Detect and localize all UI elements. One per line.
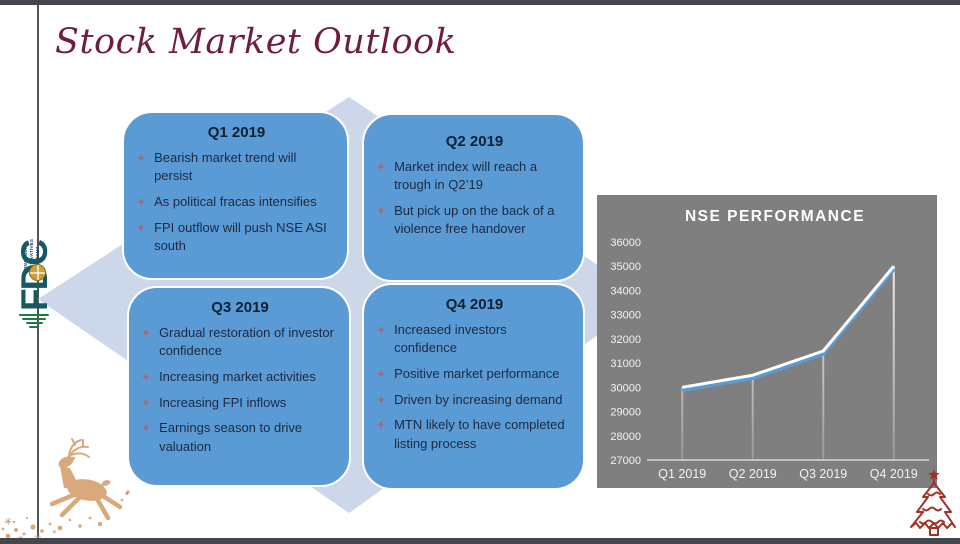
quarter-box-q3-2019: Q3 2019 ✦ Gradual restoration of investor… bbox=[127, 286, 351, 487]
bullet-item: ✦ But pick up on the back of a violence f… bbox=[376, 202, 573, 239]
four-pointed-star-bullet-icon: ✦ bbox=[141, 395, 152, 410]
bullet-text: Increasing market activities bbox=[159, 368, 316, 384]
quarter-box-title: Q4 2019 bbox=[445, 296, 504, 313]
bullet-item: ✦ FPI outflow will push NSE ASI south bbox=[136, 219, 337, 256]
bullet-text: Market index will reach a trough in Q2’1… bbox=[394, 159, 538, 193]
nse-line-shadow bbox=[681, 267, 896, 393]
quarter-bullet-list: ✦ Bearish market trend will persist ✦ As po… bbox=[136, 149, 337, 255]
quarter-box-title: Q1 2019 bbox=[207, 124, 266, 141]
quarter-box-title: Q3 2019 bbox=[211, 299, 269, 316]
tree-star bbox=[928, 469, 940, 480]
y-axis-tick-label: 31000 bbox=[610, 358, 641, 370]
bullet-item: ✦ Positive market performance bbox=[376, 365, 573, 384]
y-axis-tick-label: 35000 bbox=[610, 261, 641, 273]
page-title: Stock Market Outlook bbox=[55, 22, 457, 62]
snow-dots bbox=[1, 490, 130, 539]
y-axis-tick-label: 36000 bbox=[610, 237, 641, 249]
drop-line bbox=[822, 351, 825, 460]
x-axis-category-label: Q3 2019 bbox=[799, 467, 847, 481]
bullet-text: FPI outflow will push NSE ASI south bbox=[154, 219, 327, 253]
christmas-tree-decoration bbox=[905, 468, 960, 540]
x-axis-category-label: Q4 2019 bbox=[870, 467, 918, 481]
drop-line bbox=[892, 266, 895, 460]
bullet-item: ✦ Earnings season to drive valuation bbox=[141, 419, 339, 456]
nse-line bbox=[681, 265, 895, 389]
quarter-bullet-list: ✦ Increased investors confidence ✦ Positive… bbox=[376, 321, 573, 453]
bullet-item: ✦ Increased investors confidence bbox=[376, 321, 573, 358]
bullet-text: Increased investors confidence bbox=[394, 322, 507, 356]
globe-icon bbox=[29, 264, 46, 281]
bullet-text: Bearish market trend will persist bbox=[154, 150, 297, 184]
x-axis-category-label: Q2 2019 bbox=[729, 467, 777, 481]
bullet-item: ✦ MTN likely to have completed listing pr… bbox=[376, 416, 573, 453]
four-pointed-star-bullet-icon: ✦ bbox=[141, 369, 152, 384]
bullet-item: ✦ Market index will reach a trough in Q2’… bbox=[376, 158, 573, 195]
fdc-company-logo: FINANCIAL DERIVATIVES COMPANY FDC bbox=[2, 216, 74, 340]
christmas-tree-icon bbox=[910, 469, 956, 536]
bullet-item: ✦ Increasing market activities bbox=[141, 368, 339, 387]
y-axis-tick-label: 33000 bbox=[610, 310, 641, 322]
bullet-item: ✦ Gradual restoration of investor confide… bbox=[141, 324, 339, 361]
bullet-text: Gradual restoration of investor confiden… bbox=[159, 325, 334, 359]
four-pointed-star-bullet-icon: ✦ bbox=[376, 323, 387, 337]
bullet-text: MTN likely to have completed listing pro… bbox=[394, 417, 565, 451]
y-axis-tick-label: 28000 bbox=[610, 431, 641, 443]
bullet-item: ✦ Increasing FPI inflows bbox=[141, 394, 339, 413]
bullet-text: Earnings season to drive valuation bbox=[159, 420, 303, 454]
y-axis-tick-label: 29000 bbox=[610, 407, 641, 419]
svg-text:✳: ✳ bbox=[52, 529, 57, 536]
four-pointed-star-bullet-icon: ✦ bbox=[136, 220, 147, 235]
nse-performance-chart-svg: NSE PERFORMANCE 27000 28000 29000 30000 31000… bbox=[610, 208, 929, 481]
bottom-border-bar bbox=[0, 538, 960, 544]
four-pointed-star-bullet-icon: ✦ bbox=[376, 366, 387, 381]
four-pointed-star-bullet-icon: ✦ bbox=[376, 418, 387, 433]
four-pointed-star-bullet-icon: ✦ bbox=[376, 160, 387, 174]
y-axis-tick-label: 30000 bbox=[610, 382, 641, 394]
quarter-bullet-list: ✦ Market index will reach a trough in Q2’… bbox=[376, 158, 573, 239]
four-pointed-star-bullet-icon: ✦ bbox=[136, 194, 147, 209]
x-axis-category-label: Q1 2019 bbox=[658, 467, 706, 481]
bullet-item: ✦ Driven by increasing demand bbox=[376, 391, 573, 410]
quarter-bullet-list: ✦ Gradual restoration of investor confide… bbox=[141, 324, 339, 456]
bullet-text: As political fracas intensifies bbox=[154, 193, 317, 209]
y-axis-tick-label: 34000 bbox=[610, 285, 641, 297]
bullet-text: Positive market performance bbox=[394, 365, 560, 381]
y-axis-tick-label: 27000 bbox=[610, 455, 641, 467]
svg-text:✦: ✦ bbox=[124, 490, 130, 498]
top-border-bar bbox=[0, 0, 960, 5]
quarter-box-q1-2019: Q1 2019 ✦ Bearish market trend will persi… bbox=[122, 111, 349, 280]
chart-title: NSE PERFORMANCE bbox=[685, 208, 865, 225]
antlers bbox=[68, 438, 90, 458]
svg-text:✳: ✳ bbox=[4, 517, 12, 528]
drop-line bbox=[681, 387, 684, 460]
logo-ripple-lines bbox=[18, 312, 50, 330]
four-pointed-star-bullet-icon: ✦ bbox=[136, 151, 147, 165]
four-pointed-star-bullet-icon: ✦ bbox=[376, 203, 387, 218]
nse-performance-chart: NSE PERFORMANCE 27000 28000 29000 30000 31000… bbox=[597, 195, 937, 488]
quarter-box-q4-2019: Q4 2019 ✦ Increased investors confidence ✦… bbox=[362, 283, 585, 490]
bullet-text: Increasing FPI inflows bbox=[159, 394, 287, 410]
bullet-text: But pick up on the back of a violence fr… bbox=[394, 202, 555, 237]
drop-line bbox=[751, 375, 754, 460]
four-pointed-star-bullet-icon: ✦ bbox=[376, 392, 387, 407]
bullet-text: Driven by increasing demand bbox=[394, 391, 563, 407]
y-axis-tick-label: 32000 bbox=[610, 334, 641, 346]
bullet-item: ✦ As political fracas intensifies bbox=[136, 193, 337, 212]
bullet-item: ✦ Bearish market trend will persist bbox=[136, 149, 337, 186]
quarter-box-q2-2019: Q2 2019 ✦ Market index will reach a troug… bbox=[362, 113, 585, 282]
four-pointed-star-bullet-icon: ✦ bbox=[141, 421, 152, 436]
four-pointed-star-bullet-icon: ✦ bbox=[141, 326, 152, 340]
quarter-box-title: Q2 2019 bbox=[445, 133, 504, 150]
